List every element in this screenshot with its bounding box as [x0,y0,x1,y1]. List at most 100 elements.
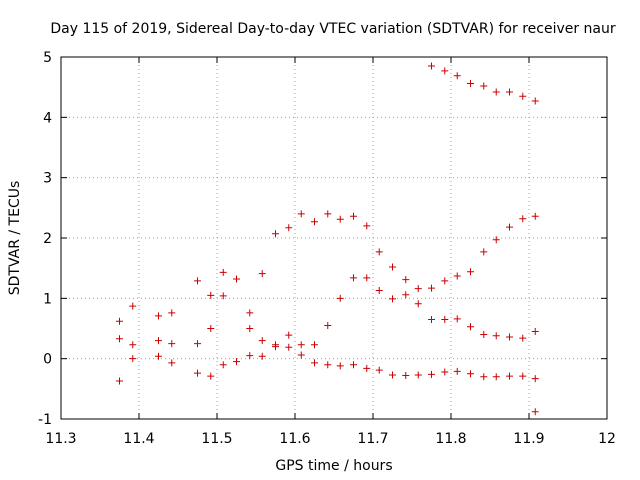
x-tick-label: 11.5 [201,431,232,447]
data-point [389,371,396,379]
y-tick-label: 3 [43,171,52,187]
x-tick-label: 11.8 [435,431,466,447]
data-point [246,309,254,317]
data-point [519,215,527,223]
data-point [272,343,279,351]
data-point [155,337,162,345]
data-point [506,88,513,96]
data-point [531,212,539,220]
data-point [311,359,318,367]
data-point [258,337,266,345]
data-point [350,212,357,220]
data-point [375,366,383,374]
data-point [155,352,162,360]
data-point [350,361,357,369]
data-point [297,351,305,359]
data-point [363,364,371,372]
data-point [441,315,449,323]
data-point [116,317,123,325]
data-point [168,359,176,367]
data-point [116,335,123,343]
data-point [375,248,383,256]
data-point [506,372,513,380]
data-point [324,210,332,218]
data-point [414,371,422,379]
data-point [219,268,227,276]
x-tick-label: 11.9 [513,431,544,447]
data-point [219,292,227,300]
data-point [441,67,449,75]
data-point [441,368,449,376]
data-point [389,295,396,303]
data-point [453,72,461,80]
data-point [129,341,137,349]
x-tick-label: 11.4 [123,431,154,447]
data-point [402,291,410,299]
y-tick-label: 2 [43,231,52,247]
data-point [506,333,513,341]
data-point [285,224,293,232]
data-point [402,372,410,380]
y-tick-label: 0 [43,352,52,368]
x-tick-label: 11.6 [279,431,310,447]
data-point [324,321,332,329]
data-point [492,373,500,381]
x-tick-label: 12 [598,431,616,447]
data-point [428,62,435,70]
data-point [129,355,137,363]
data-point [155,312,162,320]
data-point [519,372,527,380]
data-point [324,361,332,369]
data-point [467,80,474,88]
data-point [207,291,215,299]
data-point [194,277,201,285]
x-tick-label: 11.3 [45,431,76,447]
data-points [116,62,539,416]
data-point [480,331,488,339]
x-axis-label: GPS time / hours [275,458,392,474]
y-tick-label: -1 [38,412,52,428]
data-point [311,341,318,349]
data-point [467,268,474,276]
data-point [414,285,422,293]
data-point [350,274,357,282]
data-point [219,361,227,369]
data-point [194,369,201,377]
data-point [389,263,396,271]
x-tick-label: 11.7 [357,431,388,447]
data-point [194,340,201,348]
data-point [531,97,539,105]
data-point [336,294,344,302]
data-point [492,236,500,244]
data-point [285,331,293,339]
data-point [428,284,435,292]
data-point [129,302,137,310]
data-point [414,300,422,308]
data-point [441,277,449,285]
data-point [363,274,371,282]
data-point [428,315,435,323]
data-point [480,82,488,90]
data-point [246,325,254,332]
data-point [336,215,344,223]
data-point [116,377,123,385]
y-axis-label: SDTVAR / TECUs [7,181,23,296]
data-point [467,323,474,331]
data-point [519,92,527,100]
grid [61,57,607,419]
chart-title: Day 115 of 2019, Sidereal Day-to-day VTE… [50,21,616,37]
data-point [453,315,461,323]
data-point [297,341,305,349]
data-point [285,343,293,351]
data-point [168,309,176,317]
data-point [453,272,461,280]
y-tick-label: 4 [43,110,52,126]
data-point [363,222,371,230]
data-point [531,408,539,416]
data-point [428,370,435,378]
data-point [168,340,176,348]
data-point [233,358,240,366]
data-point [336,362,344,370]
data-point [480,373,488,381]
data-point [531,328,539,336]
